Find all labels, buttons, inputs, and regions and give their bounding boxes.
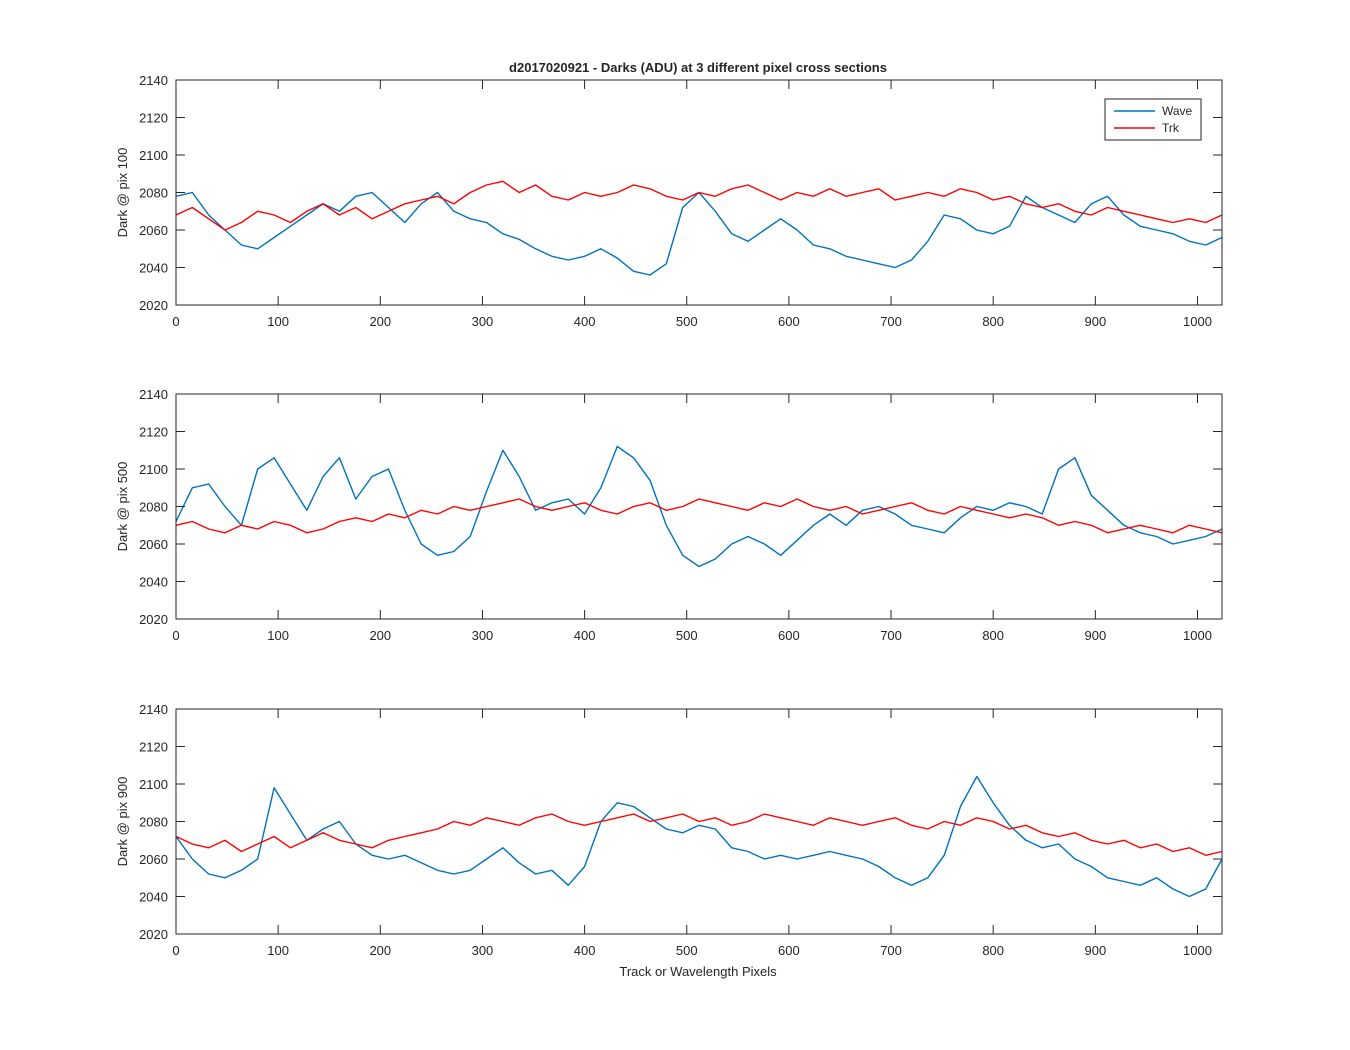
y-axis-label: Dark @ pix 900	[115, 777, 130, 867]
x-tick-label: 0	[172, 628, 179, 643]
y-tick-label: 2100	[139, 777, 168, 792]
x-tick-label: 800	[982, 628, 1004, 643]
x-tick-label: 1000	[1183, 628, 1212, 643]
x-tick-label: 700	[880, 628, 902, 643]
x-tick-label: 500	[676, 314, 698, 329]
y-tick-label: 2140	[139, 387, 168, 402]
x-tick-label: 900	[1084, 628, 1106, 643]
x-tick-label: 900	[1084, 314, 1106, 329]
x-tick-label: 900	[1084, 943, 1106, 958]
y-tick-label: 2020	[139, 927, 168, 942]
subplot-2: 0 100 200 300 400 500 600 700 800 900 1000 2020 2040…	[115, 387, 1223, 643]
y-tick-label: 2120	[139, 111, 168, 126]
plot-area	[176, 394, 1222, 619]
y-tick-label: 2120	[139, 425, 168, 440]
x-tick-label: 200	[369, 314, 391, 329]
x-tick-label: 1000	[1183, 314, 1212, 329]
y-tick-label: 2080	[139, 500, 168, 515]
x-tick-label: 0	[172, 943, 179, 958]
y-tick-label: 2040	[139, 575, 168, 590]
x-tick-label: 800	[982, 314, 1004, 329]
x-tick-label: 300	[472, 628, 494, 643]
y-tick-label: 2140	[139, 73, 168, 88]
series-line-trk	[175, 498, 1223, 534]
x-tick-label: 400	[574, 943, 596, 958]
y-tick-label: 2100	[139, 148, 168, 163]
y-axis-label: Dark @ pix 500	[115, 462, 130, 552]
legend-box	[1104, 98, 1202, 141]
y-axis-label: Dark @ pix 100	[115, 148, 130, 238]
series-line-wave	[175, 775, 1223, 898]
x-tick-label: 300	[472, 314, 494, 329]
x-tick-label: 100	[267, 943, 289, 958]
y-tick-label: 2020	[139, 298, 168, 313]
x-tick-label: 500	[676, 628, 698, 643]
y-tick-label: 2080	[139, 815, 168, 830]
x-tick-label: 200	[369, 943, 391, 958]
y-tick-label: 2120	[139, 740, 168, 755]
y-tick-label: 2020	[139, 612, 168, 627]
legend: Wave Trk	[1104, 98, 1202, 141]
y-tick-label: 2040	[139, 261, 168, 276]
x-tick-label: 400	[574, 628, 596, 643]
x-tick-label: 600	[778, 628, 800, 643]
series-line-wave	[175, 445, 1223, 568]
x-tick-label: 0	[172, 314, 179, 329]
series-line-trk	[175, 813, 1223, 856]
x-tick-label: 200	[369, 628, 391, 643]
x-tick-label: 500	[676, 943, 698, 958]
x-tick-label: 1000	[1183, 943, 1212, 958]
x-tick-label: 700	[880, 943, 902, 958]
x-axis-label: Track or Wavelength Pixels	[619, 964, 777, 979]
y-tick-label: 2060	[139, 537, 168, 552]
figure-title: d2017020921 - Darks (ADU) at 3 different…	[509, 60, 887, 75]
y-tick-label: 2040	[139, 890, 168, 905]
x-tick-label: 800	[982, 943, 1004, 958]
subplot-1: 0 100 200 300 400 500 600 700 800 900 1000 2020 2040…	[115, 73, 1223, 329]
y-tick-label: 2080	[139, 186, 168, 201]
x-tick-label: 400	[574, 314, 596, 329]
plots-container: 0 100 200 300 400 500 600 700 800 900 100020202040…	[115, 73, 1223, 958]
subplot-3: 0 100 200 300 400 500 600 700 800 900 1000 2020 2040…	[115, 702, 1223, 958]
legend-label-trk: Trk	[1162, 121, 1180, 135]
y-tick-label: 2100	[139, 462, 168, 477]
y-tick-label: 2140	[139, 702, 168, 717]
y-tick-label: 2060	[139, 223, 168, 238]
x-tick-label: 600	[778, 314, 800, 329]
legend-label-wave: Wave	[1162, 104, 1193, 118]
y-tick-label: 2060	[139, 852, 168, 867]
series-line-trk	[175, 180, 1223, 231]
x-tick-label: 300	[472, 943, 494, 958]
x-tick-label: 100	[267, 628, 289, 643]
x-tick-label: 700	[880, 314, 902, 329]
x-tick-label: 100	[267, 314, 289, 329]
x-tick-label: 600	[778, 943, 800, 958]
